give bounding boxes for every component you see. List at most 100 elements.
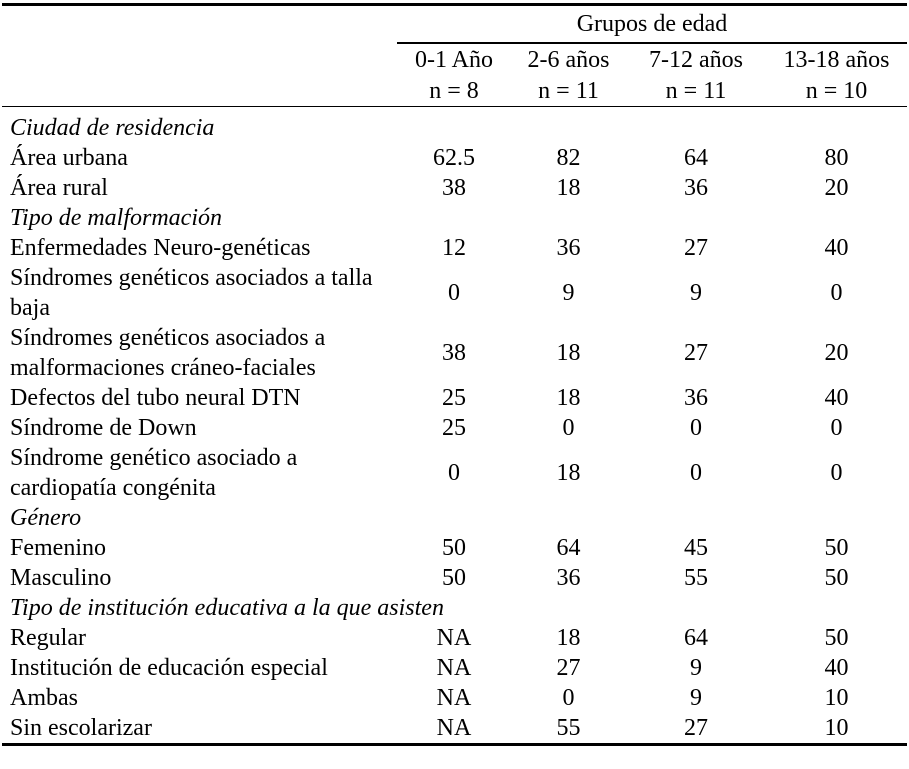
table-row: Femenino 50 64 45 50 [2, 533, 907, 563]
value-cell: 20 [824, 340, 849, 366]
column-header: 0-1 Año [415, 47, 493, 73]
header-stub-cell [2, 5, 397, 44]
value-cell: 36 [556, 235, 581, 261]
row-label: Regular [10, 625, 86, 651]
value-cell: 50 [442, 535, 466, 561]
table-row: Regular NA 18 64 50 [2, 623, 907, 653]
section-row: Género [2, 503, 907, 533]
value-cell: 9 [690, 685, 702, 711]
value-cell: NA [436, 685, 472, 711]
column-header: 7-12 años [649, 47, 743, 73]
value-cell: 12 [442, 235, 466, 261]
section-label: Tipo de institución educativa a la que a… [10, 595, 444, 621]
value-cell: 0 [830, 280, 843, 306]
table-row: Síndrome genético asociado a cardiopatía… [2, 443, 907, 503]
table-row: Masculino 50 36 55 50 [2, 563, 907, 593]
row-label: Síndromes genéticos asociados a malforma… [10, 325, 326, 381]
value-cell: 40 [824, 385, 849, 411]
value-cell: NA [436, 715, 472, 741]
column-n-count: n = 11 [511, 76, 626, 107]
value-cell: 25 [442, 415, 466, 441]
value-cell: 50 [442, 565, 466, 591]
value-cell: 27 [684, 340, 708, 366]
value-cell: 9 [562, 280, 575, 306]
value-cell: 27 [556, 655, 581, 681]
value-cell: 38 [442, 175, 466, 201]
value-cell: 0 [690, 460, 702, 486]
column-header: 2-6 años [527, 47, 610, 73]
row-label: Sin escolarizar [10, 715, 152, 741]
value-cell: 27 [684, 235, 708, 261]
value-cell: 9 [690, 655, 702, 681]
value-cell: 82 [556, 145, 581, 171]
value-cell: 0 [830, 460, 843, 486]
column-group-header: Grupos de edad [397, 4, 907, 44]
value-cell: 36 [684, 385, 708, 411]
value-cell: 50 [824, 535, 849, 561]
value-cell: 10 [824, 685, 849, 711]
value-cell: NA [436, 625, 472, 651]
value-cell: 0 [690, 415, 702, 441]
value-cell: 18 [556, 385, 581, 411]
value-cell: 18 [556, 340, 581, 366]
value-cell: 36 [684, 175, 708, 201]
header-stub-cell [2, 43, 397, 76]
value-cell: 9 [690, 280, 702, 306]
value-cell: 0 [448, 460, 460, 486]
table-row: Defectos del tubo neural DTN 25 18 36 40 [2, 383, 907, 413]
column-labels-row: 0-1 Año 2-6 años 7-12 años 13-18 años [2, 43, 907, 76]
table-row: Síndromes genéticos asociados a malforma… [2, 323, 907, 383]
age-groups-table: Grupos de edad 0-1 Año 2-6 años 7-12 años 1… [2, 3, 907, 746]
table-row: Área rural 38 18 36 20 [2, 173, 907, 203]
row-label: Área rural [10, 175, 108, 201]
table-body: Ciudad de residencia Área urbana 62.5 82 64 8… [2, 107, 907, 745]
value-cell: 38 [442, 340, 466, 366]
row-label: Defectos del tubo neural DTN [10, 385, 301, 411]
value-cell: 64 [556, 535, 581, 561]
value-cell: 0 [448, 280, 460, 306]
value-cell: 55 [556, 715, 581, 741]
table-row: Enfermedades Neuro-genéticas 12 36 27 40 [2, 233, 907, 263]
value-cell: 0 [830, 415, 843, 441]
value-cell: 55 [684, 565, 708, 591]
section-row: Tipo de malformación [2, 203, 907, 233]
value-cell: 64 [684, 145, 708, 171]
section-label: Ciudad de residencia [10, 115, 215, 141]
row-label: Síndrome genético asociado a cardiopatía… [10, 445, 298, 501]
row-label: Femenino [10, 535, 106, 561]
column-n-count: n = 11 [626, 76, 766, 107]
row-label: Enfermedades Neuro-genéticas [10, 235, 311, 261]
header-stub-cell [2, 76, 397, 107]
value-cell: 64 [684, 625, 708, 651]
table-row: Síndrome de Down 25 0 0 0 [2, 413, 907, 443]
row-label: Masculino [10, 565, 112, 591]
table-row: Área urbana 62.5 82 64 80 [2, 143, 907, 173]
table-row: Ambas NA 0 9 10 [2, 683, 907, 713]
row-label: Síndrome de Down [10, 415, 197, 441]
section-label: Tipo de malformación [10, 205, 223, 231]
table-row: Síndromes genéticos asociados a talla ba… [2, 263, 907, 323]
value-cell: 50 [824, 565, 849, 591]
row-label: Síndromes genéticos asociados a talla ba… [10, 265, 373, 321]
value-cell: 18 [556, 625, 581, 651]
value-cell: 18 [556, 460, 581, 486]
value-cell: 20 [824, 175, 849, 201]
value-cell: 80 [824, 145, 849, 171]
value-cell: NA [436, 655, 472, 681]
group-header-row: Grupos de edad [2, 4, 907, 44]
column-header: 13-18 años [783, 47, 890, 73]
section-label: Género [10, 505, 82, 531]
row-label: Área urbana [10, 145, 128, 171]
value-cell: 40 [824, 235, 849, 261]
row-label: Institución de educación especial [10, 655, 328, 681]
row-label: Ambas [10, 685, 78, 711]
value-cell: 25 [442, 385, 466, 411]
value-cell: 18 [556, 175, 581, 201]
value-cell: 0 [562, 685, 575, 711]
value-cell: 62.5 [433, 145, 475, 171]
table-row: Institución de educación especial NA 27 9 40 [2, 653, 907, 683]
value-cell: 50 [824, 625, 849, 651]
value-cell: 0 [562, 415, 575, 441]
